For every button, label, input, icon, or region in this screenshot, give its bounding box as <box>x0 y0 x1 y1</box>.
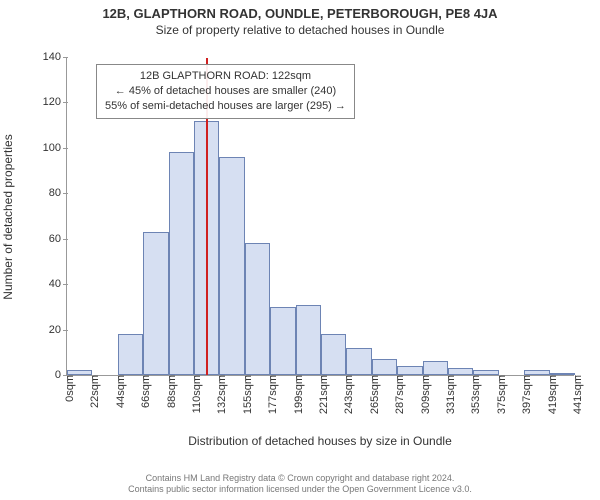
histogram-bar <box>118 334 143 375</box>
x-tick: 199sqm <box>287 375 305 414</box>
histogram-bar <box>524 370 549 375</box>
histogram-bar <box>473 370 498 375</box>
y-tick: 20 <box>49 324 67 336</box>
annotation-line: 12B GLAPTHORN ROAD: 122sqm <box>105 69 346 84</box>
histogram-bar <box>296 305 321 375</box>
x-tick: 66sqm <box>134 375 152 408</box>
x-tick: 419sqm <box>541 375 559 414</box>
x-tick: 177sqm <box>261 375 279 414</box>
histogram-bar <box>346 348 371 375</box>
x-tick: 353sqm <box>464 375 482 414</box>
x-tick: 110sqm <box>185 375 203 413</box>
histogram-bar <box>219 157 244 375</box>
x-tick: 265sqm <box>363 375 381 414</box>
y-tick: 140 <box>43 51 67 63</box>
histogram-bar <box>448 368 473 375</box>
x-tick: 132sqm <box>210 375 228 414</box>
x-tick: 331sqm <box>439 375 457 414</box>
histogram-bar <box>67 370 92 375</box>
histogram-bar <box>423 361 448 375</box>
y-tick: 60 <box>49 233 67 245</box>
x-tick: 22sqm <box>83 375 101 408</box>
x-tick: 88sqm <box>160 375 178 408</box>
x-tick: 375sqm <box>490 375 508 414</box>
x-tick: 221sqm <box>312 375 330 414</box>
x-axis-label: Distribution of detached houses by size … <box>66 434 574 448</box>
y-tick: 40 <box>49 278 67 290</box>
x-tick: 397sqm <box>515 375 533 414</box>
footer-line: Contains HM Land Registry data © Crown c… <box>0 473 600 485</box>
y-axis-label: Number of detached properties <box>1 134 15 299</box>
x-tick: 441sqm <box>566 375 584 414</box>
annotation-line: ← 45% of detached houses are smaller (24… <box>105 84 346 99</box>
histogram-bar <box>321 334 346 375</box>
histogram-bar <box>372 359 397 375</box>
x-tick: 44sqm <box>109 375 127 408</box>
annotation-box: 12B GLAPTHORN ROAD: 122sqm ← 45% of deta… <box>96 64 355 119</box>
x-tick: 287sqm <box>388 375 406 414</box>
annotation-line: 55% of semi-detached houses are larger (… <box>105 99 346 114</box>
y-tick: 120 <box>43 96 67 108</box>
x-tick: 243sqm <box>337 375 355 414</box>
histogram-bar <box>550 373 575 375</box>
x-tick: 155sqm <box>236 375 254 414</box>
histogram-bar <box>143 232 168 375</box>
histogram-bar <box>397 366 422 375</box>
y-tick: 100 <box>43 142 67 154</box>
histogram-bar <box>169 152 194 375</box>
footer-line: Contains public sector information licen… <box>0 484 600 496</box>
x-tick: 0sqm <box>58 375 76 402</box>
histogram-bar <box>245 243 270 375</box>
chart-container: 12B, GLAPTHORN ROAD, OUNDLE, PETERBOROUG… <box>0 0 600 500</box>
histogram-bar <box>270 307 295 375</box>
footer-attribution: Contains HM Land Registry data © Crown c… <box>0 473 600 496</box>
x-tick: 309sqm <box>414 375 432 414</box>
y-tick: 80 <box>49 187 67 199</box>
